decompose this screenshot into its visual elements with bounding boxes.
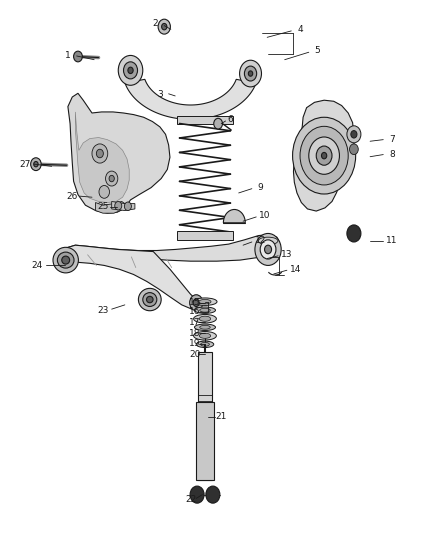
Circle shape [321, 152, 327, 159]
Circle shape [193, 299, 199, 306]
Ellipse shape [199, 316, 211, 321]
Ellipse shape [201, 342, 209, 346]
Ellipse shape [62, 256, 70, 264]
Circle shape [190, 486, 204, 503]
Polygon shape [65, 245, 197, 309]
Ellipse shape [196, 341, 214, 348]
Ellipse shape [199, 300, 211, 304]
Circle shape [124, 202, 131, 211]
Text: 17: 17 [189, 318, 201, 327]
Polygon shape [65, 235, 279, 261]
Ellipse shape [138, 288, 161, 311]
Text: 20: 20 [189, 350, 201, 359]
Circle shape [316, 146, 332, 165]
Text: 22: 22 [185, 496, 196, 504]
FancyBboxPatch shape [177, 231, 233, 240]
Circle shape [128, 67, 133, 74]
Ellipse shape [194, 307, 215, 313]
Circle shape [92, 144, 108, 163]
Text: 13: 13 [281, 251, 293, 259]
Ellipse shape [194, 324, 215, 330]
Circle shape [190, 295, 203, 311]
Text: 15: 15 [189, 298, 201, 307]
Text: 7: 7 [389, 135, 395, 144]
Circle shape [74, 51, 82, 62]
Text: 19: 19 [189, 340, 201, 348]
Circle shape [34, 161, 38, 167]
Circle shape [240, 60, 261, 87]
Text: 11: 11 [386, 237, 398, 245]
Polygon shape [75, 112, 129, 203]
Circle shape [124, 62, 138, 79]
Text: 16: 16 [189, 308, 201, 316]
Text: 27: 27 [20, 160, 31, 168]
Circle shape [248, 71, 253, 76]
Text: 12: 12 [255, 237, 266, 245]
Text: 9: 9 [258, 183, 264, 192]
Text: 6: 6 [227, 116, 233, 124]
Text: 21: 21 [215, 413, 227, 421]
Circle shape [309, 137, 339, 174]
Circle shape [347, 126, 361, 143]
FancyBboxPatch shape [177, 116, 233, 124]
Circle shape [351, 131, 357, 138]
Text: 2: 2 [153, 20, 158, 28]
Ellipse shape [200, 308, 210, 312]
Polygon shape [125, 79, 256, 119]
Text: 26: 26 [67, 192, 78, 200]
Circle shape [118, 55, 143, 85]
Text: 1: 1 [65, 52, 71, 60]
FancyBboxPatch shape [196, 402, 214, 480]
Ellipse shape [57, 252, 74, 268]
Ellipse shape [194, 332, 216, 340]
Text: 18: 18 [189, 329, 201, 337]
Ellipse shape [200, 325, 210, 329]
Circle shape [300, 126, 348, 185]
Text: 5: 5 [314, 46, 321, 55]
Circle shape [115, 201, 122, 210]
Circle shape [293, 117, 356, 194]
Wedge shape [223, 209, 245, 223]
Text: 25: 25 [97, 203, 109, 211]
Polygon shape [68, 93, 170, 213]
Ellipse shape [199, 333, 211, 338]
Circle shape [106, 171, 118, 186]
Ellipse shape [53, 247, 78, 273]
Text: 10: 10 [259, 212, 271, 220]
Ellipse shape [258, 237, 278, 245]
Text: 23: 23 [97, 306, 109, 314]
Circle shape [99, 185, 110, 198]
Circle shape [206, 486, 220, 503]
Circle shape [347, 225, 361, 242]
FancyBboxPatch shape [198, 352, 212, 480]
Text: 24: 24 [32, 261, 43, 270]
Circle shape [255, 233, 281, 265]
Polygon shape [293, 100, 354, 211]
Circle shape [214, 118, 223, 129]
Ellipse shape [143, 293, 157, 306]
Text: 8: 8 [389, 150, 395, 159]
Ellipse shape [193, 298, 217, 305]
Circle shape [109, 175, 114, 182]
Polygon shape [95, 201, 125, 213]
Text: 4: 4 [297, 25, 303, 34]
Ellipse shape [146, 296, 153, 303]
Circle shape [158, 19, 170, 34]
Circle shape [260, 240, 276, 259]
Text: 14: 14 [290, 265, 301, 273]
Circle shape [265, 245, 272, 254]
Circle shape [162, 23, 167, 30]
Circle shape [31, 158, 41, 171]
Circle shape [244, 66, 257, 81]
Circle shape [96, 149, 103, 158]
Circle shape [350, 144, 358, 155]
Ellipse shape [194, 314, 216, 323]
Polygon shape [112, 201, 135, 211]
Text: 3: 3 [157, 91, 163, 99]
